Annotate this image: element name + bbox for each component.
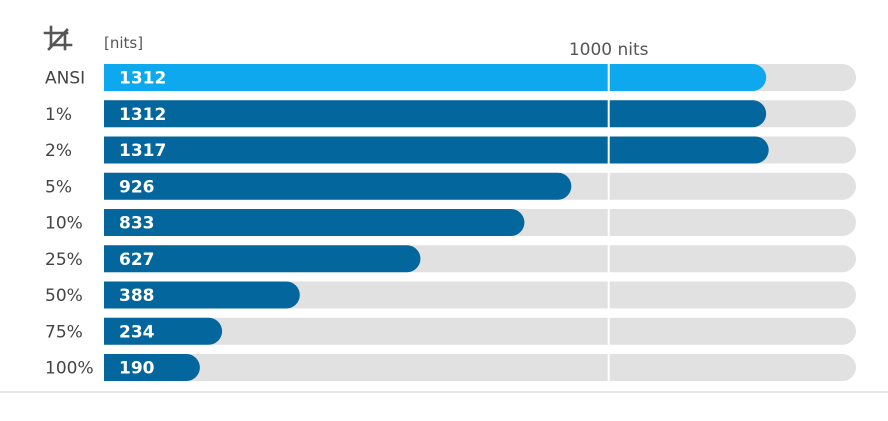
category-label: 75% (45, 322, 83, 342)
unit-label: [nits] (104, 34, 143, 52)
value-label: 1312 (119, 105, 166, 125)
bar-5% (104, 172, 572, 200)
value-label: 1317 (119, 141, 166, 161)
bar-25% (104, 245, 421, 273)
bar-75% (104, 317, 223, 345)
category-label: ANSI (45, 69, 85, 89)
bar-1% (104, 100, 767, 128)
reference-line-label: 1000 nits (569, 40, 649, 60)
value-label: 926 (119, 177, 155, 197)
bar-track (104, 317, 856, 345)
value-label: 388 (119, 286, 155, 306)
bar-track (104, 354, 856, 381)
category-labels: ANSI 1% 2% 5% 10% 25% 50% 75% 100% (45, 69, 94, 379)
category-label: 50% (45, 286, 83, 306)
bar-ANSI (104, 64, 767, 91)
value-label: 627 (119, 250, 155, 270)
category-label: 25% (45, 250, 83, 270)
category-label: 100% (45, 359, 94, 379)
category-label: 1% (45, 105, 72, 125)
value-label: 833 (119, 214, 155, 234)
crop-icon (43, 25, 73, 51)
bar-100% (104, 354, 200, 381)
value-label: 190 (119, 359, 155, 379)
bar-50% (104, 281, 300, 309)
category-label: 10% (45, 214, 83, 234)
bars (104, 64, 769, 381)
value-labels: 1312 1312 1317 926 833 627 388 234 190 (119, 69, 166, 379)
category-label: 2% (45, 141, 72, 161)
value-label: 234 (119, 322, 155, 342)
category-label: 5% (45, 177, 72, 197)
value-label: 1312 (119, 69, 166, 89)
bar-2% (104, 136, 769, 164)
bar-10% (104, 209, 525, 236)
